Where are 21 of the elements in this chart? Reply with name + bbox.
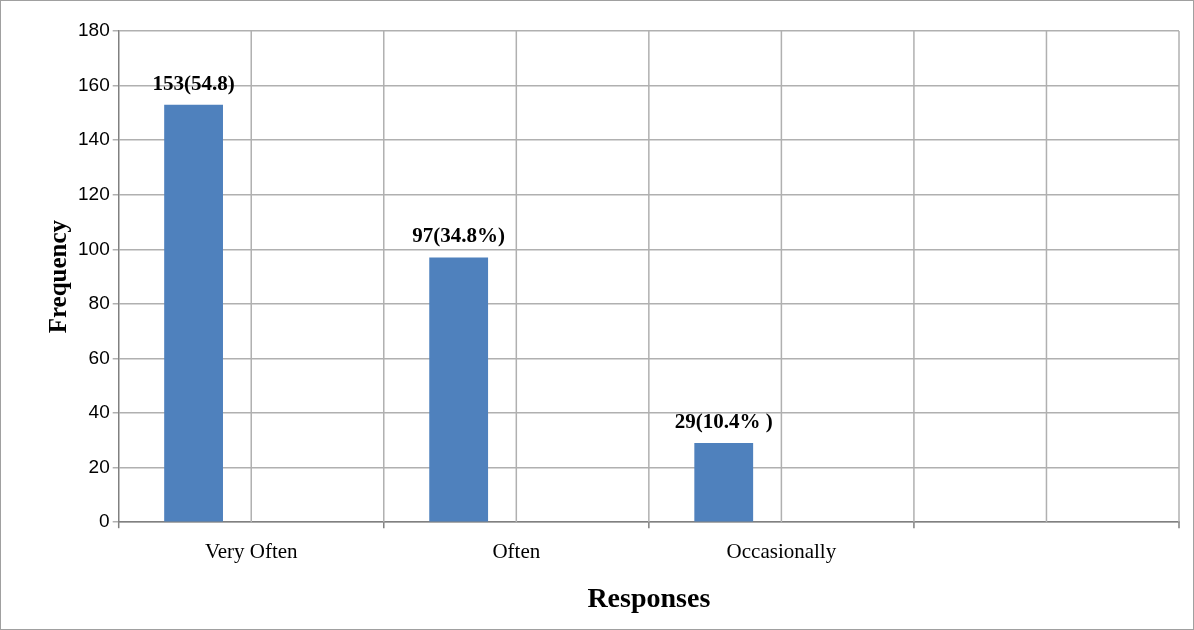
y-tick-label: 0 [99, 510, 110, 532]
data-label: 97(34.8%) [412, 223, 506, 248]
y-tick-label: 140 [78, 128, 110, 150]
y-tick-label: 20 [88, 455, 110, 477]
y-tick-label: 100 [78, 237, 110, 259]
bar [164, 104, 223, 522]
bar [429, 257, 489, 522]
data-label: 29(10.4% ) [674, 408, 773, 433]
y-tick-label: 80 [88, 292, 110, 314]
data-label: 153(54.8) [152, 70, 235, 95]
bar [694, 443, 754, 522]
x-tick-label: Often [492, 539, 541, 564]
y-axis-title: Frequency [44, 219, 72, 334]
x-tick-label: Occasionally [726, 539, 837, 564]
y-tick-label: 60 [88, 346, 110, 368]
y-tick-label: 40 [88, 401, 110, 423]
y-tick-label: 180 [78, 19, 110, 41]
x-tick-label: Very Often [204, 539, 299, 564]
y-tick-label: 160 [78, 73, 110, 95]
y-tick-label: 120 [78, 182, 110, 204]
x-axis-title: Responses [587, 582, 711, 614]
